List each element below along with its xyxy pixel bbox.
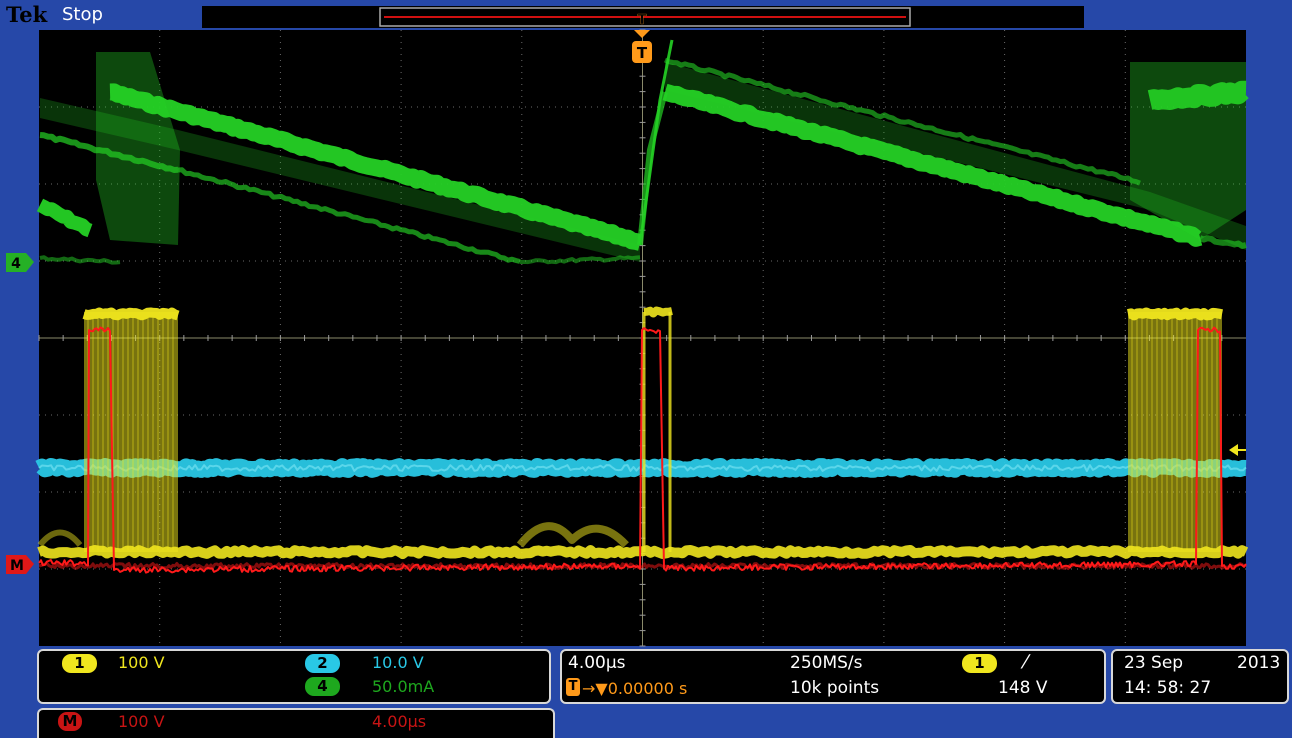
channel-1-trace [82, 307, 180, 321]
channel-4-trace [1144, 80, 1252, 110]
channel-4-trace [177, 167, 521, 264]
channel-4-trace [39, 255, 121, 265]
channel-1-trace [643, 306, 673, 318]
svg-text:4: 4 [11, 256, 21, 272]
math-ground-marker[interactable]: M [6, 555, 34, 574]
channel-2-scale[interactable]: 10.0 V [372, 653, 424, 672]
trigger-position-label: T [637, 44, 648, 62]
channel-4-trace [36, 198, 94, 238]
channel-1-scale[interactable]: 100 V [118, 653, 165, 672]
graticule [38, 29, 1246, 647]
trigger-level-arrow-icon[interactable] [1229, 444, 1246, 456]
svg-text:M: M [10, 558, 24, 574]
channel-4-scale[interactable]: 50.0mA [372, 677, 435, 696]
channel-1-ripple [516, 522, 629, 548]
math-scale[interactable]: 100 V [118, 712, 165, 731]
horizontal-readout-panel [560, 649, 1106, 704]
record-view-window[interactable] [379, 7, 911, 27]
channel-1-trace [1126, 307, 1224, 321]
trigger-source-badge[interactable]: 1 [962, 654, 997, 673]
trigger-delay[interactable]: →▼0.00000 s [582, 679, 688, 698]
record-trigger-label: T [638, 13, 647, 28]
channel-1-edge [642, 312, 672, 552]
channel-4-waveform [36, 39, 1252, 265]
time: 14: 58: 27 [1124, 678, 1212, 698]
trigger-position-marker[interactable] [632, 41, 652, 63]
math-readout-panel [37, 708, 555, 738]
math-trace [38, 562, 1247, 570]
channel-2-badge[interactable]: 2 [305, 654, 340, 673]
trigger-slope-icon[interactable]: ⁄ [1024, 651, 1028, 673]
record-length[interactable]: 10k points [790, 678, 880, 698]
brand-logo: Tek [6, 2, 48, 27]
horizontal-timebase[interactable]: 4.00µs [568, 653, 626, 673]
trigger-level[interactable]: 148 V [998, 678, 1048, 698]
record-trigger-arrow-icon [634, 30, 650, 38]
sample-rate: 250MS/s [790, 653, 863, 673]
channel-4-ground-marker[interactable]: 4 [6, 253, 34, 272]
channel-4-trace [39, 132, 179, 173]
math-badge[interactable]: M [58, 712, 82, 731]
channel-4-burst [96, 52, 180, 245]
math-waveform [38, 326, 1247, 574]
channel-4-envelope [665, 62, 1246, 250]
channel-4-badge[interactable]: 4 [305, 677, 340, 696]
acquisition-status[interactable]: Stop [62, 4, 103, 25]
datetime-panel [1111, 649, 1289, 704]
channel-4-trace [1198, 235, 1247, 249]
channel-4-trace [660, 83, 1205, 247]
channel-readout-panel [37, 649, 551, 704]
channel-4-trace [519, 255, 641, 265]
channel-1-ripple [37, 529, 83, 547]
channel-4-burst [1130, 62, 1246, 240]
date: 23 Sep [1124, 653, 1184, 673]
channel-4-trace [664, 57, 1141, 186]
math-timebase[interactable]: 4.00µs [372, 712, 427, 731]
channel-4-trace [105, 83, 645, 251]
channel-4-envelope [40, 98, 640, 262]
trigger-delay-icon: T [566, 678, 580, 696]
year: 2013 [1237, 653, 1281, 673]
channel-4-edge [637, 91, 668, 246]
channel-1-badge[interactable]: 1 [62, 654, 97, 673]
